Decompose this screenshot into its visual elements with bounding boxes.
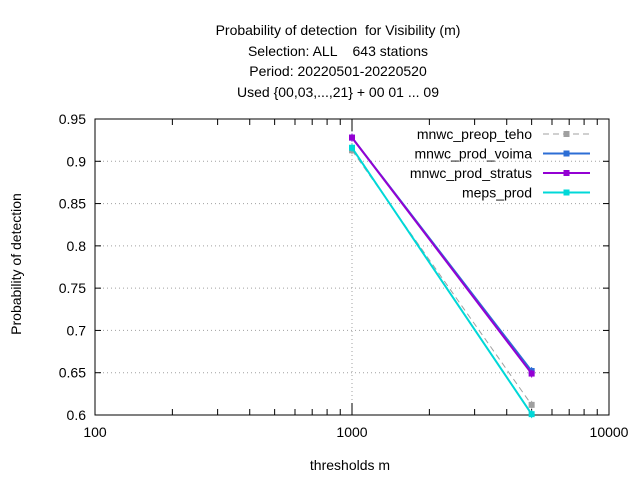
legend-marker: [563, 131, 570, 137]
title-line-1: Probability of detection for Visibility …: [215, 22, 461, 38]
data-point: [528, 411, 535, 418]
legend-marker: [563, 170, 570, 176]
title-line-4: Used {00,03,...,21} + 00 01 ... 09: [237, 83, 439, 100]
data-point: [349, 134, 355, 141]
plot-border: [94, 118, 610, 416]
x-tick-label: 100: [83, 424, 107, 440]
y-tick-label: 0.75: [59, 280, 86, 296]
y-tick-label: 0.85: [59, 196, 86, 212]
chart-title: Probability of detection for Visibility …: [0, 20, 640, 102]
legend-label: mnwc_prod_stratus: [410, 165, 532, 181]
legend-label: meps_prod: [462, 185, 532, 201]
legend-marker: [563, 189, 570, 196]
y-tick-label: 0.65: [59, 365, 86, 381]
legend-label: mnwc_prod_voima: [415, 146, 533, 162]
data-point: [528, 370, 535, 377]
y-tick-label: 0.7: [67, 322, 87, 338]
x-axis-label: thresholds m: [309, 457, 391, 473]
y-tick-label: 0.9: [67, 153, 87, 169]
title-line-3: Period: 20220501-20220520: [249, 63, 427, 79]
legend-marker: [563, 150, 570, 157]
data-point: [528, 401, 535, 408]
series-line-mnwc_prod_stratus: [351, 136, 533, 375]
series-line-meps_prod: [351, 147, 533, 415]
data-point: [349, 144, 355, 151]
y-axis-label: Probability of detection: [8, 193, 24, 335]
x-tick-label: 10000: [590, 424, 629, 440]
y-tick-label: 0.95: [59, 111, 86, 127]
x-tick-label: 1000: [336, 424, 367, 440]
legend-label: mnwc_preop_teho: [417, 126, 532, 142]
y-tick-label: 0.6: [67, 407, 87, 423]
title-line-2: Selection: ALL 643 stations: [247, 42, 429, 59]
y-tick-label: 0.8: [67, 238, 87, 254]
